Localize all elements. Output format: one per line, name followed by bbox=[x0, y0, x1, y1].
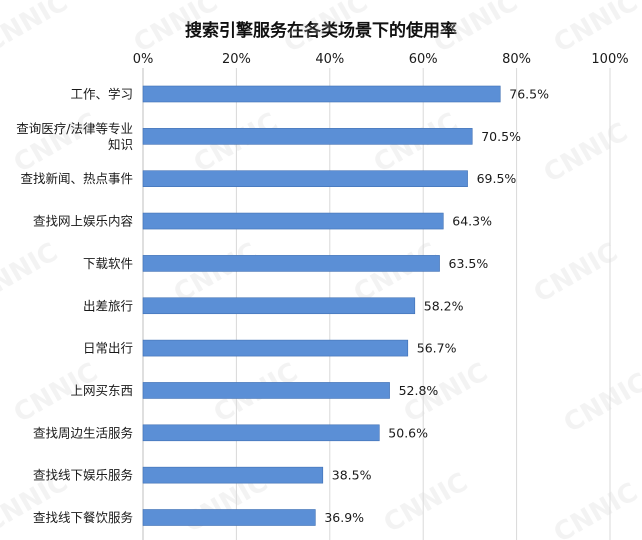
bar bbox=[142, 212, 444, 230]
x-tick-labels: 0% 20% 40% 60% 80% 100% bbox=[133, 52, 629, 67]
bar bbox=[142, 466, 324, 484]
value-label: 70.5% bbox=[481, 129, 521, 144]
bar bbox=[142, 128, 473, 145]
category-label: 查找新闻、热点事件 bbox=[20, 171, 133, 186]
bar bbox=[142, 170, 468, 187]
category-label: 查找网上娱乐内容 bbox=[33, 214, 133, 229]
bar bbox=[142, 255, 440, 272]
value-label: 58.2% bbox=[424, 298, 464, 313]
category-label: 日常出行 bbox=[83, 341, 133, 356]
category-label: 查询医疗/法律等专业 bbox=[16, 121, 133, 136]
category-label: 知识 bbox=[108, 137, 133, 152]
value-label: 36.9% bbox=[324, 510, 364, 525]
category-label: 查找线下餐饮服务 bbox=[33, 510, 133, 525]
value-label: 38.5% bbox=[332, 468, 372, 483]
value-label: 76.5% bbox=[509, 87, 549, 102]
bar bbox=[142, 424, 380, 442]
x-tick-label: 0% bbox=[133, 52, 154, 67]
bar bbox=[142, 339, 409, 357]
watermark-text: CNNIC bbox=[539, 117, 633, 189]
value-label: 64.3% bbox=[452, 214, 492, 229]
category-labels: 工作、学习查询医疗/法律等专业知识查找新闻、热点事件查找网上娱乐内容下载软件出差… bbox=[16, 87, 133, 526]
x-tick-label: 60% bbox=[409, 52, 438, 67]
category-label: 出差旅行 bbox=[83, 298, 133, 313]
value-label: 52.8% bbox=[399, 383, 439, 398]
category-label: 查找周边生活服务 bbox=[33, 425, 133, 440]
watermark-text: CNNIC bbox=[549, 477, 642, 540]
value-labels: 76.5% 70.5% 69.5% 64.3% 63.5% 58.2% 56.7% 52.8%… bbox=[324, 87, 549, 526]
bars bbox=[142, 85, 501, 526]
value-label: 56.7% bbox=[417, 341, 457, 356]
watermark-text: CNNIC bbox=[9, 107, 103, 179]
category-label: 上网买东西 bbox=[70, 383, 133, 398]
watermark-text: CNNIC bbox=[429, 0, 523, 59]
watermark-text: CNNIC bbox=[529, 237, 623, 309]
category-label: 查找线下娱乐服务 bbox=[33, 468, 133, 483]
bar bbox=[142, 297, 416, 315]
watermark-text: CNNIC bbox=[549, 0, 642, 59]
watermark-text: CNNIC bbox=[0, 237, 63, 309]
value-label: 69.5% bbox=[477, 171, 517, 186]
x-tick-label: 40% bbox=[315, 52, 344, 67]
value-label: 63.5% bbox=[449, 256, 489, 271]
watermark-text: CNNIC bbox=[379, 467, 473, 539]
watermark-text: CNNIC bbox=[559, 367, 642, 439]
value-label: 50.6% bbox=[388, 425, 428, 440]
bar bbox=[142, 382, 390, 399]
chart-title: 搜索引擎服务在各类场景下的使用率 bbox=[185, 20, 457, 41]
x-tick-label: 100% bbox=[591, 52, 628, 67]
watermark-text: CNNIC bbox=[0, 0, 73, 59]
bar bbox=[142, 85, 501, 103]
category-label: 工作、学习 bbox=[70, 87, 133, 102]
bar bbox=[142, 509, 316, 526]
x-tick-label: 80% bbox=[502, 52, 531, 67]
x-tick-label: 20% bbox=[222, 52, 251, 67]
category-label: 下载软件 bbox=[83, 256, 133, 271]
